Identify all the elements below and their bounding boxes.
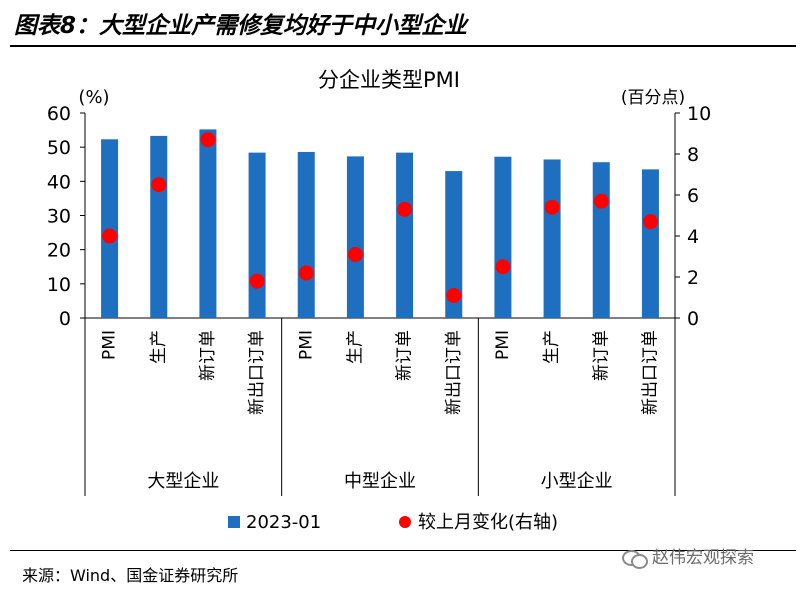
dot-mom-change	[495, 259, 511, 275]
left-tick-label: 30	[47, 206, 71, 228]
left-tick-label: 10	[47, 274, 71, 296]
right-axis-unit: (百分点)	[621, 88, 685, 108]
left-tick-label: 0	[59, 308, 71, 330]
legend-bar-swatch	[228, 516, 240, 528]
category-label: 新订单	[591, 330, 611, 381]
category-label: 生产	[149, 330, 169, 364]
legend-dot-swatch	[399, 516, 411, 528]
group-label: 中型企业	[344, 471, 416, 492]
bar-2023-01	[494, 156, 512, 318]
dot-mom-change	[397, 201, 413, 217]
source-note: 来源：Wind、国金证券研究所	[22, 566, 239, 585]
left-tick-label: 60	[47, 103, 71, 125]
dot-mom-change	[446, 287, 462, 303]
bar-2023-01	[199, 129, 217, 318]
category-label: 新订单	[395, 330, 415, 381]
watermark-text: 赵伟宏观探索	[652, 548, 754, 568]
category-label: 生产	[345, 330, 365, 364]
dot-mom-change	[249, 273, 265, 289]
bar-2023-01	[445, 171, 463, 318]
dot-mom-change	[151, 177, 167, 193]
left-axis-unit: (%)	[78, 87, 109, 108]
pmi-chart: 分企业类型PMI (%) (百分点) 0 10 20 30 40 50 60 0 2 4 6 8 10 P…	[47, 68, 711, 533]
category-label: 新出口订单	[247, 330, 267, 415]
legend-bar-label: 2023-01	[246, 512, 321, 533]
dot-mom-change	[642, 214, 658, 230]
wechat-icon	[622, 548, 648, 569]
dot-mom-change	[544, 199, 560, 215]
right-tick-label: 8	[687, 144, 699, 166]
category-label: PMI	[296, 330, 316, 360]
right-tick-label: 2	[687, 267, 699, 289]
category-label: 生产	[542, 330, 562, 364]
legend: 2023-01 较上月变化(右轴)	[228, 512, 558, 533]
bar-2023-01	[641, 169, 659, 318]
figure-title: 图表8：大型企业产需修复均好于中小型企业	[14, 13, 468, 39]
group-label: 大型企业	[147, 471, 219, 492]
right-tick-label: 10	[687, 103, 711, 125]
category-label: PMI	[100, 330, 120, 360]
dot-mom-change	[593, 193, 609, 209]
watermark: 赵伟宏观探索	[622, 543, 754, 569]
left-tick-label: 20	[47, 240, 71, 262]
right-tick-label: 0	[687, 308, 699, 330]
category-label: PMI	[493, 330, 513, 360]
category-label: 新订单	[198, 330, 218, 381]
category-label: 新出口订单	[444, 330, 464, 415]
right-tick-label: 4	[687, 226, 699, 248]
bar-2023-01	[248, 152, 266, 318]
footer-rule	[10, 550, 796, 551]
dot-mom-change	[347, 246, 363, 262]
dot-mom-change	[298, 265, 314, 281]
group-label: 小型企业	[541, 471, 613, 492]
left-tick-label: 50	[47, 137, 71, 159]
bar-2023-01	[396, 152, 414, 318]
header-rule	[10, 45, 796, 47]
legend-dot-label: 较上月变化(右轴)	[418, 512, 558, 533]
bar-2023-01	[592, 162, 610, 318]
bar-2023-01	[346, 156, 364, 318]
right-tick-label: 6	[687, 185, 699, 207]
bar-2023-01	[543, 159, 561, 318]
bar-2023-01	[297, 151, 315, 318]
dot-mom-change	[200, 132, 216, 148]
category-label: 新出口订单	[640, 330, 660, 415]
bar-2023-01	[150, 135, 168, 318]
chart-title: 分企业类型PMI	[318, 68, 460, 92]
dot-mom-change	[102, 228, 118, 244]
left-tick-label: 40	[47, 171, 71, 193]
